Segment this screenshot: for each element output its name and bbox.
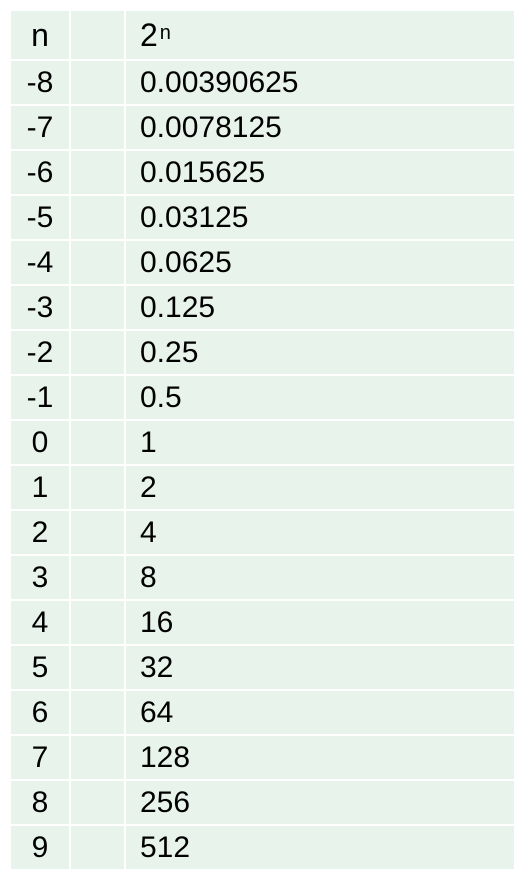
cell-value: 4: [140, 515, 157, 549]
cell-value: 16: [140, 605, 174, 639]
header-exponent: n: [159, 21, 171, 44]
cell-value: 1: [140, 425, 157, 459]
table-row: -4 0.0625: [11, 241, 514, 286]
cell-n: 5: [11, 646, 71, 689]
cell-spacer: [71, 646, 126, 689]
cell-value: 0.5: [140, 380, 182, 414]
table-row: -5 0.03125: [11, 196, 514, 241]
cell-value: 0.25: [140, 335, 199, 369]
cell-value: 8: [140, 560, 157, 594]
cell-value: 0.015625: [140, 155, 266, 189]
cell-n: 9: [11, 826, 71, 869]
cell-n: 0: [11, 421, 71, 464]
cell-n: -1: [11, 376, 71, 419]
cell-n: 6: [11, 691, 71, 734]
cell-value: 512: [140, 830, 191, 864]
cell-spacer: [71, 781, 126, 824]
cell-value: 256: [140, 785, 191, 819]
cell-n: -3: [11, 286, 71, 329]
cell-n: 7: [11, 736, 71, 779]
cell-n: 4: [11, 601, 71, 644]
cell-n: 8: [11, 781, 71, 824]
cell-n: -5: [11, 196, 71, 239]
cell-value: 0.0625: [140, 245, 232, 279]
table-row: 4 16: [11, 601, 514, 646]
cell-value: 2: [140, 470, 157, 504]
cell-spacer: [71, 736, 126, 779]
cell-value: 0.00390625: [140, 65, 299, 99]
table-row: -2 0.25: [11, 331, 514, 376]
table-body: -8 0.00390625 -7 0.0078125 -6 0.015625 -5 0.031…: [11, 61, 514, 871]
cell-n: 2: [11, 511, 71, 554]
cell-n: -4: [11, 241, 71, 284]
cell-value: 0.0078125: [140, 110, 282, 144]
cell-n: 3: [11, 556, 71, 599]
table-row: 8 256: [11, 781, 514, 826]
cell-n: -2: [11, 331, 71, 374]
header-base: 2: [140, 16, 158, 53]
table-row: 6 64: [11, 691, 514, 736]
table-row: -7 0.0078125: [11, 106, 514, 151]
cell-value: 64: [140, 695, 174, 729]
cell-spacer: [71, 151, 126, 194]
cell-n: 1: [11, 466, 71, 509]
cell-spacer: [71, 61, 126, 104]
table-row: -6 0.015625: [11, 151, 514, 196]
table-row: -8 0.00390625: [11, 61, 514, 106]
cell-value: 0.03125: [140, 200, 249, 234]
cell-spacer: [71, 106, 126, 149]
cell-spacer: [71, 421, 126, 464]
table-row: 9 512: [11, 826, 514, 871]
cell-spacer: [71, 511, 126, 554]
cell-value: 32: [140, 650, 174, 684]
header-spacer: [71, 11, 126, 59]
cell-spacer: [71, 691, 126, 734]
cell-spacer: [71, 331, 126, 374]
cell-spacer: [71, 466, 126, 509]
cell-spacer: [71, 196, 126, 239]
cell-spacer: [71, 826, 126, 869]
header-n: n: [11, 11, 71, 59]
cell-spacer: [71, 376, 126, 419]
cell-spacer: [71, 241, 126, 284]
cell-n: -6: [11, 151, 71, 194]
table-row: -3 0.125: [11, 286, 514, 331]
cell-n: -8: [11, 61, 71, 104]
table-row: -1 0.5: [11, 376, 514, 421]
cell-spacer: [71, 601, 126, 644]
cell-value: 128: [140, 740, 191, 774]
cell-value: 0.125: [140, 290, 216, 324]
cell-spacer: [71, 286, 126, 329]
table-row: 7 128: [11, 736, 514, 781]
cell-n: -7: [11, 106, 71, 149]
table-row: 5 32: [11, 646, 514, 691]
cell-spacer: [71, 556, 126, 599]
